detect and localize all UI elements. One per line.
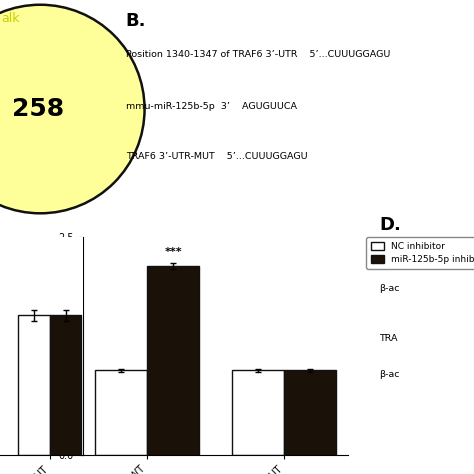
Bar [95,371,147,455]
Text: B.: B. [126,12,146,30]
Bar [18,316,50,455]
Bar [50,316,82,455]
Bar [284,371,337,455]
Y-axis label: Relative Luciferase Activity: Relative Luciferase Activity [44,280,54,412]
Bar [232,371,284,455]
Text: alk: alk [1,12,19,25]
Text: Position 1340-1347 of TRAF6 3’-UTR    5’...CUUUGGAGU: Position 1340-1347 of TRAF6 3’-UTR 5’...… [126,50,390,59]
Legend: NC inhibitor, miR-125b-5p inhibitor: NC inhibitor, miR-125b-5p inhibitor [366,237,474,269]
Text: 258: 258 [12,97,64,121]
Text: TRA: TRA [379,334,398,343]
Circle shape [0,5,145,213]
Text: mmu-miR-125b-5p  3’    AGUGUUCA: mmu-miR-125b-5p 3’ AGUGUUCA [126,102,297,111]
Text: TRA: TRA [379,249,398,258]
Text: β-ac: β-ac [379,370,400,379]
Text: ***: *** [164,247,182,257]
Bar [147,266,199,455]
Text: β-ac: β-ac [379,284,400,293]
Text: TRAF6 3’-UTR-MUT    5’...CUUUGGAGU: TRAF6 3’-UTR-MUT 5’...CUUUGGAGU [126,152,307,161]
Text: D.: D. [379,216,401,234]
